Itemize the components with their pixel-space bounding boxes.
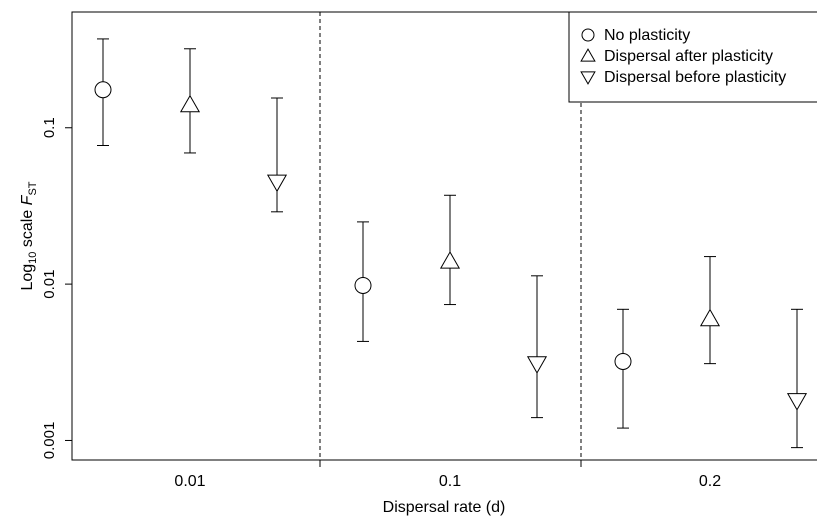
legend-marker-triangle-down: [580, 71, 596, 85]
x-axis: 0.01 0.1 0.2: [174, 460, 721, 490]
plot-area: [71, 11, 817, 461]
data-marks: [94, 38, 808, 449]
x-axis-label: Dispersal rate (d): [383, 499, 506, 516]
y-axis-label: Log10 scale FST: [19, 181, 39, 290]
data-point: [614, 352, 632, 370]
legend: No plasticity Dispersal after plasticity D…: [568, 11, 817, 103]
data-point: [94, 81, 112, 99]
data-point: [699, 308, 721, 327]
legend-label: Dispersal after plasticity: [604, 48, 773, 65]
data-point: [786, 393, 808, 411]
data-point: [266, 174, 288, 193]
y-tick-label: 0.01: [41, 270, 58, 299]
legend-box: [568, 11, 817, 103]
legend-label: No plasticity: [604, 27, 690, 44]
y-tick-label: 0.1: [41, 117, 58, 138]
legend-label: Dispersal before plasticity: [604, 69, 786, 86]
data-point: [526, 356, 548, 374]
x-tick-label: 0.2: [699, 473, 721, 490]
series-triangle-up: [179, 48, 721, 365]
y-axis-label-variable-subscript: ST: [27, 181, 39, 195]
data-point: [354, 276, 372, 294]
x-tick-label: 0.1: [439, 473, 461, 490]
legend-marker-circle: [581, 28, 595, 42]
y-axis-label-prefix: Log: [19, 264, 36, 291]
y-axis-label-variable: F: [19, 194, 36, 205]
legend-marker-triangle-up: [580, 48, 596, 62]
data-point: [179, 94, 201, 113]
y-axis-label-middle: scale: [19, 205, 36, 251]
series-triangle-down: [266, 97, 808, 449]
y-axis-label-subscript: 10: [27, 252, 39, 264]
y-axis: 0.1 0.01 0.001: [41, 117, 73, 460]
x-tick-label: 0.01: [174, 473, 205, 490]
series-circle: [94, 38, 632, 429]
data-point: [439, 251, 461, 269]
y-tick-label: 0.001: [41, 422, 58, 460]
